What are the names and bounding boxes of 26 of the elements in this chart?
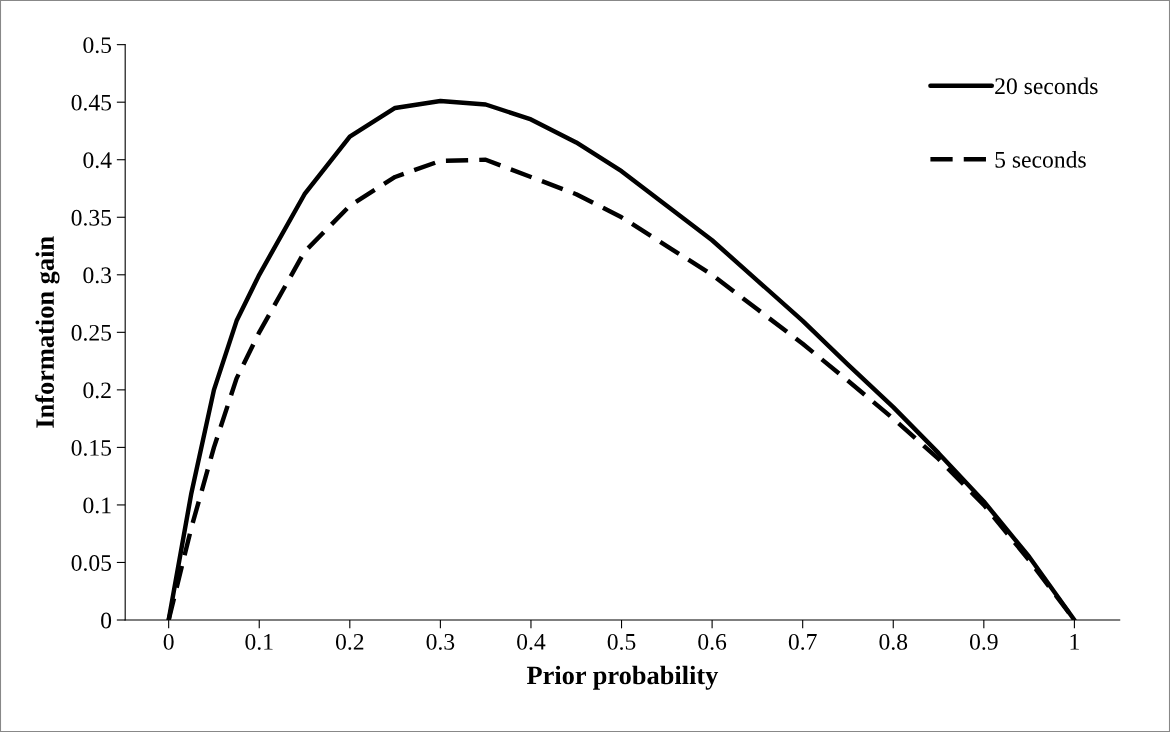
y-tick-label: 0.2 — [83, 382, 111, 399]
y-tick-label: 0.15 — [71, 439, 112, 456]
y-tick-label: 0.3 — [83, 267, 112, 284]
x-tick-label: 0 — [163, 633, 174, 650]
x-tick-label: 0.8 — [879, 633, 908, 650]
y-tick-label: 0.35 — [71, 209, 112, 226]
x-tick-label: 0.9 — [969, 633, 998, 650]
x-tick-label: 1 — [1070, 634, 1079, 650]
x-tick-label: 0.2 — [335, 633, 364, 650]
y-tick-label: 0 — [101, 612, 112, 629]
x-tick-label: 0.4 — [517, 633, 546, 650]
x-tick-label: 0.7 — [788, 633, 817, 650]
y-axis-title: Information gain — [35, 236, 60, 428]
legend-label: 20 seconds — [995, 77, 1098, 95]
x-tick-label: 0.5 — [607, 633, 636, 650]
y-tick-label: 0.4 — [83, 152, 112, 169]
x-tick-label: 0.1 — [245, 633, 273, 650]
x-tick-label: 0.6 — [698, 633, 727, 650]
y-tick-label: 0.45 — [71, 94, 112, 111]
y-tick-label: 0.5 — [83, 37, 112, 54]
y-tick-label: 0.05 — [71, 554, 112, 571]
x-tick-label: 0.3 — [426, 633, 455, 650]
y-tick-label: 0.1 — [83, 497, 111, 514]
legend-label: 5 seconds — [995, 151, 1086, 168]
y-tick-label: 0.25 — [71, 324, 112, 341]
x-axis-title: Prior probability — [526, 665, 719, 690]
